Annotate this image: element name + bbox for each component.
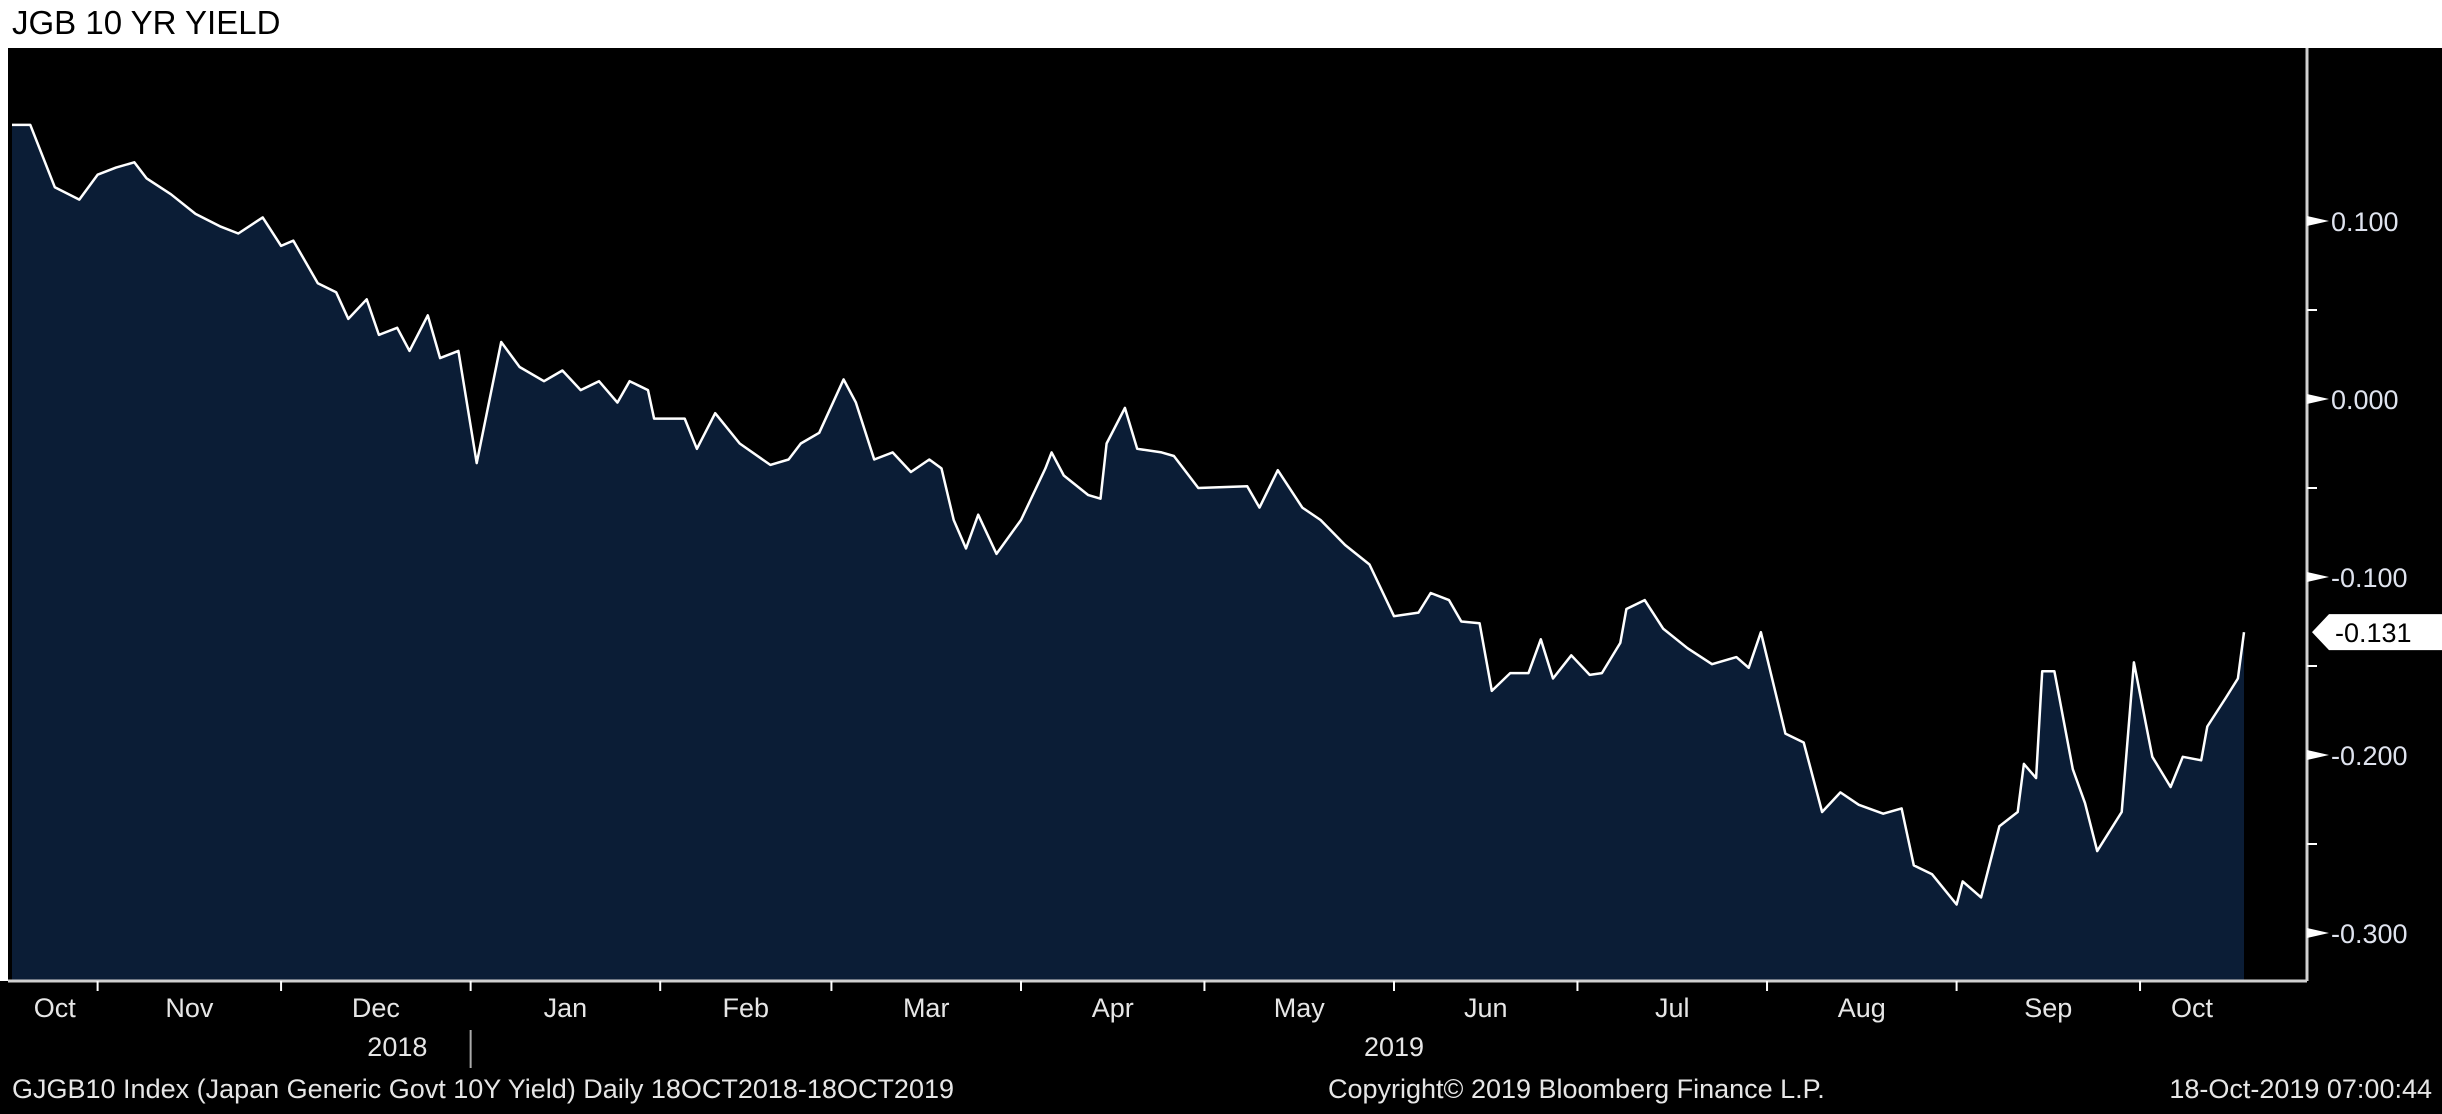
footer-copyright: Copyright© 2019 Bloomberg Finance L.P. bbox=[1328, 1074, 1825, 1104]
x-tick-label: Oct bbox=[2171, 993, 2214, 1023]
x-year-label: 2019 bbox=[1364, 1032, 1424, 1062]
footer-background bbox=[0, 981, 2442, 1114]
chart-title: JGB 10 YR YIELD bbox=[12, 4, 281, 41]
y-tick-mark bbox=[2307, 750, 2329, 760]
x-tick-label: Jul bbox=[1655, 993, 1690, 1023]
x-tick-label: Oct bbox=[34, 993, 77, 1023]
y-tick-mark bbox=[2307, 216, 2329, 226]
x-tick-label: Mar bbox=[903, 993, 950, 1023]
x-tick-label: Apr bbox=[1092, 993, 1134, 1023]
series-line bbox=[12, 123, 2246, 906]
x-tick-label: Jan bbox=[544, 993, 588, 1023]
x-tick-label: Dec bbox=[352, 993, 400, 1023]
footer-timestamp: 18-Oct-2019 07:00:44 bbox=[2169, 1074, 2432, 1104]
y-tick-label: 0.000 bbox=[2331, 385, 2399, 415]
y-tick-mark bbox=[2307, 572, 2329, 582]
series-area bbox=[12, 124, 2244, 981]
footer-index-description: GJGB10 Index (Japan Generic Govt 10Y Yie… bbox=[12, 1074, 954, 1104]
y-tick-mark bbox=[2307, 394, 2329, 404]
y-tick-label: -0.200 bbox=[2331, 741, 2408, 771]
x-tick-label: Aug bbox=[1838, 993, 1886, 1023]
x-tick-label: Feb bbox=[723, 993, 770, 1023]
y-tick-label: -0.300 bbox=[2331, 919, 2408, 949]
x-year-label: 2018 bbox=[367, 1032, 427, 1062]
x-tick-label: Jun bbox=[1464, 993, 1508, 1023]
x-tick-label: Sep bbox=[2024, 993, 2072, 1023]
last-value-label: -0.131 bbox=[2335, 618, 2412, 648]
y-tick-mark bbox=[2307, 928, 2329, 938]
x-tick-label: Nov bbox=[165, 993, 214, 1023]
last-value-tag bbox=[2312, 614, 2442, 651]
y-tick-label: -0.100 bbox=[2331, 563, 2408, 593]
y-tick-label: 0.100 bbox=[2331, 207, 2399, 237]
x-tick-label: May bbox=[1274, 993, 1326, 1023]
